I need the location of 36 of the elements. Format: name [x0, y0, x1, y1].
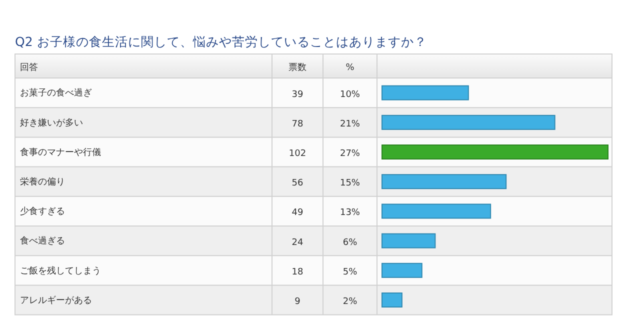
y-axis-title: 回答	[20, 62, 38, 73]
text: 15%	[340, 178, 360, 189]
text: %	[346, 63, 355, 73]
data-label: 39	[292, 90, 304, 100]
text: 13%	[340, 208, 360, 218]
bar	[382, 262, 422, 278]
bar	[382, 204, 492, 219]
bar	[382, 292, 402, 308]
data-label: 9	[294, 297, 301, 307]
bar	[382, 85, 469, 100]
data-label: 24	[292, 238, 304, 248]
text: 10%	[340, 90, 360, 100]
bar	[382, 144, 608, 160]
y-tick-label: 食べ過ぎる	[20, 236, 65, 247]
text: 5%	[342, 267, 358, 278]
bar	[382, 233, 436, 248]
y-tick-label: 栄養の偏り	[20, 176, 65, 188]
text: 21%	[340, 119, 360, 130]
data-label: 18	[292, 267, 304, 278]
data-label: 49	[292, 208, 304, 218]
text: Q2 お子様の食生活に関して、悩みや苦労していることはありますか？	[15, 34, 427, 49]
text: 27%	[340, 149, 360, 159]
x-axis-title: 票数	[288, 62, 306, 73]
data-label: 56	[292, 178, 304, 189]
data-label: 78	[292, 119, 304, 130]
y-tick-label: ご飯を残してしまう	[20, 265, 101, 276]
text: 6%	[342, 238, 358, 248]
data-label: 102	[288, 149, 306, 159]
y-tick-label: お菓子の食べ過ぎ	[20, 88, 92, 99]
y-tick-label: 食事のマナーや行儀	[20, 146, 101, 158]
bar	[382, 174, 507, 190]
y-tick-label: 好き嫌いが多い	[20, 117, 83, 128]
bar	[382, 114, 556, 130]
y-tick-label: 少食すぎる	[20, 206, 65, 218]
y-tick-label: アレルギーがある	[20, 294, 92, 306]
text: 2%	[342, 297, 358, 307]
